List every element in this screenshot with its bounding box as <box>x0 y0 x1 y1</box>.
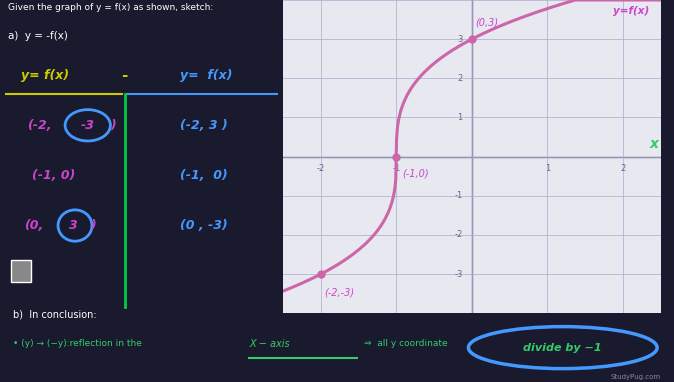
Text: b)  In conclusion:: b) In conclusion: <box>13 309 97 319</box>
Text: y= f(x): y= f(x) <box>21 69 69 82</box>
Text: -2: -2 <box>317 163 325 173</box>
Text: -1: -1 <box>454 191 463 200</box>
Text: divide by −1: divide by −1 <box>524 343 602 353</box>
Text: 2: 2 <box>620 163 625 173</box>
Text: y=  f(x): y= f(x) <box>181 69 233 82</box>
Text: (-2,: (-2, <box>28 119 52 132</box>
Text: ⇒  all y coordinate: ⇒ all y coordinate <box>364 339 448 348</box>
Text: ): ) <box>90 219 96 232</box>
Text: -1: -1 <box>392 163 400 173</box>
Text: (-1,  0): (-1, 0) <box>180 169 228 182</box>
Text: (-1,0): (-1,0) <box>402 168 429 178</box>
Text: a)  y = -f(x): a) y = -f(x) <box>9 31 68 41</box>
Bar <box>11 260 31 282</box>
Text: 2: 2 <box>458 74 463 83</box>
Text: (0,: (0, <box>24 219 44 232</box>
Text: (-2,-3): (-2,-3) <box>325 288 355 298</box>
Text: 3: 3 <box>69 219 78 232</box>
Text: 3: 3 <box>458 35 463 44</box>
Text: -: - <box>121 68 128 83</box>
Text: ): ) <box>111 119 116 132</box>
Text: Given the graph of y = f(x) as shown, sketch:: Given the graph of y = f(x) as shown, sk… <box>9 3 214 12</box>
Text: 1: 1 <box>458 113 463 122</box>
Text: -3: -3 <box>454 270 463 278</box>
Text: -2: -2 <box>454 230 463 240</box>
Text: y=f(x): y=f(x) <box>613 6 649 16</box>
Text: (0,3): (0,3) <box>476 18 499 28</box>
Text: -3: -3 <box>81 119 95 132</box>
Text: StudyPug.com: StudyPug.com <box>611 374 661 380</box>
Text: (-2, 3 ): (-2, 3 ) <box>180 119 228 132</box>
Text: 1: 1 <box>545 163 550 173</box>
Text: • (y) → (−y):reflection in the: • (y) → (−y):reflection in the <box>13 339 148 348</box>
Text: x: x <box>650 137 659 151</box>
Text: (-1, 0): (-1, 0) <box>32 169 75 182</box>
Text: (0 , -3): (0 , -3) <box>180 219 228 232</box>
Text: X − axis: X − axis <box>249 339 290 349</box>
